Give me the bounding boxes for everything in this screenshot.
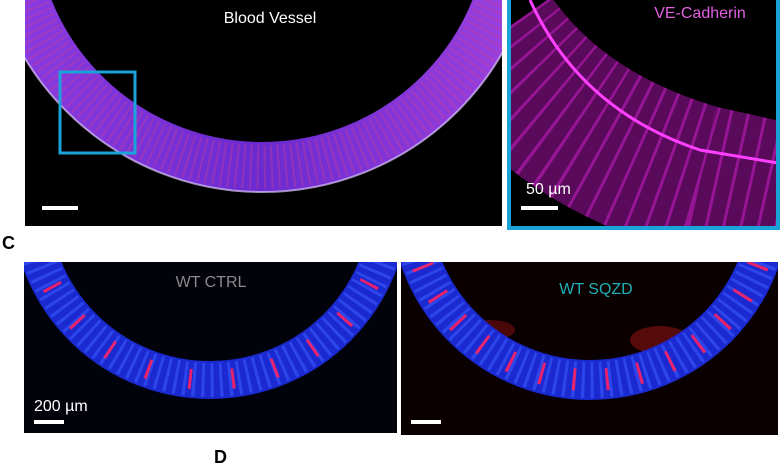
inset-border: [507, 0, 780, 230]
panel-letter: D: [214, 447, 227, 467]
scale-label: 50 µm: [526, 181, 571, 198]
panel-label: WT SQZD: [559, 281, 632, 298]
vessel: [401, 262, 778, 400]
scale-label: 200 µm: [34, 398, 88, 415]
inset-label: VE-Cadherin: [654, 5, 746, 22]
panel-label: WT CTRL: [176, 274, 247, 291]
vessel: [24, 262, 397, 399]
panel-label: Blood Vessel: [224, 10, 317, 27]
zoom-box: [58, 70, 137, 155]
panel-letter: C: [2, 233, 15, 253]
vessel: [25, 0, 502, 193]
